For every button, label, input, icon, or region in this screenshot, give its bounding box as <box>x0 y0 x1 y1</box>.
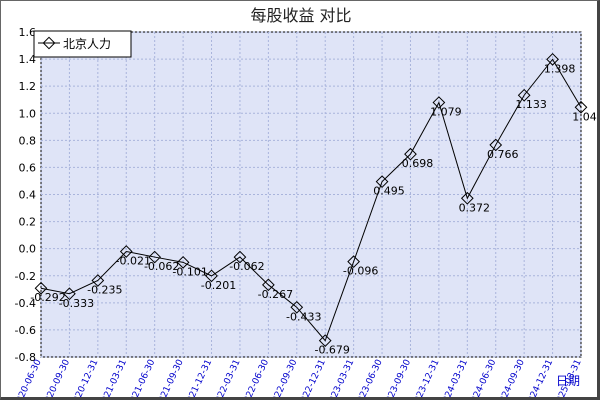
y-tick-label: -0.2 <box>15 270 36 283</box>
data-point-marker <box>347 255 360 269</box>
data-label: 1.079 <box>430 106 462 119</box>
y-tick-label: 1.6 <box>19 26 37 39</box>
data-label: -0.235 <box>87 283 122 296</box>
y-tick-label: 0.6 <box>19 161 37 174</box>
data-point-marker <box>517 88 531 102</box>
y-axis-ticks: 1.6 1.4 1.2 1.0 0.8 0.6 0.4 0.2 0.0 -0.2 -0.4 -0.6 -… <box>15 26 36 364</box>
data-point-marker <box>148 250 162 264</box>
data-point-marker <box>574 100 588 114</box>
y-tick-label: 1.0 <box>19 107 37 120</box>
x-tick-label: 2023-12-31 <box>410 358 441 397</box>
x-tick-label: 2021-06-30 <box>126 358 157 397</box>
y-tick-label: 0.0 <box>19 243 37 256</box>
data-point-marker <box>404 147 417 161</box>
data-label: -0.101 <box>172 265 207 278</box>
x-tick-label: 2022-03-31 <box>211 358 242 397</box>
data-label: -0.292 <box>30 291 65 304</box>
y-tick-label: 0.8 <box>19 134 37 147</box>
legend: 北京人力 <box>33 30 132 58</box>
data-label: 1.398 <box>544 62 576 75</box>
chart-title: 每股收益 对比 <box>250 6 351 25</box>
data-label: 1.133 <box>515 98 547 111</box>
y-tick-label: 0.2 <box>19 216 37 229</box>
x-tick-label: 2020-12-31 <box>69 358 100 397</box>
x-tick-label: 2023-03-31 <box>325 358 356 397</box>
data-labels: -0.292-0.333-0.235-0.021-0.062-0.101-0.2… <box>30 62 600 357</box>
data-point-marker <box>375 175 389 188</box>
y-tick-label: -0.8 <box>15 351 36 364</box>
x-tick-label: 2021-03-31 <box>98 358 129 397</box>
y-tick-label: 0.4 <box>19 189 37 202</box>
x-tick-label: 2021-12-31 <box>183 358 214 397</box>
y-tick-label: 1.4 <box>19 53 37 66</box>
data-point-marker <box>489 138 503 152</box>
data-label: 1.044 <box>572 110 597 123</box>
data-label: 0.495 <box>373 185 405 198</box>
data-label: -0.433 <box>286 310 321 323</box>
data-point-marker <box>318 334 332 347</box>
data-point-marker <box>262 278 275 292</box>
data-label: -0.201 <box>201 279 236 292</box>
data-label: 0.372 <box>459 201 491 214</box>
data-label: -0.267 <box>258 288 293 301</box>
data-point-marker <box>91 274 105 287</box>
x-axis-ticks: 2020-06-302020-09-302020-12-312021-03-31… <box>13 358 584 401</box>
data-label: -0.021 <box>116 255 151 268</box>
data-point-marker <box>63 287 76 301</box>
x-tick-label: 2023-06-30 <box>354 358 385 397</box>
x-tick-label: 2022-12-31 <box>297 358 328 397</box>
data-label: 0.766 <box>487 148 519 161</box>
y-tick-label: -0.6 <box>15 324 36 337</box>
data-point-marker <box>176 255 190 269</box>
x-tick-label: 2024-03-31 <box>439 358 470 397</box>
data-point-marker <box>34 281 48 295</box>
data-point-marker <box>205 269 218 283</box>
data-point-marker <box>432 96 446 109</box>
data-point-marker <box>290 300 304 314</box>
x-tick-label: 2022-09-30 <box>268 358 299 397</box>
data-label: -0.679 <box>314 344 349 357</box>
x-tick-label: 2021-09-30 <box>155 358 186 397</box>
x-tick-label: 2024-12-31 <box>524 358 555 397</box>
grid-lines <box>40 31 582 358</box>
data-label: -0.333 <box>59 297 94 310</box>
data-point-marker <box>546 52 559 66</box>
x-tick-label: 2023-09-30 <box>382 358 413 397</box>
x-tick-label: 2022-06-30 <box>240 358 271 397</box>
x-axis-label: 日期 <box>556 374 580 388</box>
y-tick-label: 1.2 <box>19 80 37 93</box>
data-point-marker <box>119 245 133 258</box>
data-label: -0.062 <box>229 260 264 273</box>
legend-label: 北京人力 <box>63 37 111 51</box>
data-label: -0.062 <box>144 260 179 273</box>
data-label: 0.698 <box>402 157 434 170</box>
data-label: -0.096 <box>343 265 378 278</box>
x-tick-label: 2020-09-30 <box>41 358 72 397</box>
series-group <box>34 52 588 347</box>
x-tick-label: 2024-06-30 <box>467 358 498 397</box>
data-point-marker <box>460 191 474 205</box>
data-point-marker <box>233 250 247 264</box>
y-tick-label: -0.4 <box>15 297 36 310</box>
x-tick-label: 2024-09-30 <box>496 358 527 397</box>
legend-marker-icon <box>42 36 56 50</box>
